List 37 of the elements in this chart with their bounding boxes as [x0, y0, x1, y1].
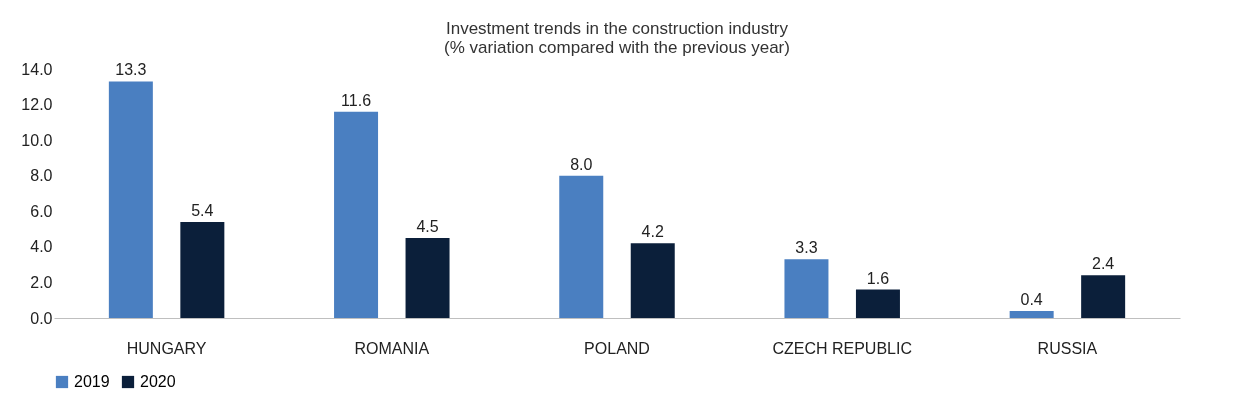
data-label: 3.3 — [795, 239, 818, 257]
data-label: 4.2 — [641, 223, 664, 241]
y-tick-label: 0.0 — [30, 309, 53, 327]
y-tick-label: 12.0 — [21, 96, 53, 114]
data-label: 0.4 — [1020, 290, 1043, 308]
x-tick-label: HUNGARY — [126, 339, 207, 357]
data-label: 2.4 — [1092, 255, 1115, 273]
bar — [1081, 275, 1126, 318]
y-tick-label: 4.0 — [30, 238, 53, 256]
bar — [630, 243, 675, 318]
bar — [784, 259, 829, 318]
x-tick-label: RUSSIA — [1037, 339, 1098, 357]
text: Investment trends in the construction industry — [445, 19, 789, 38]
data-label: 13.3 — [115, 61, 147, 79]
data-label: 11.6 — [341, 91, 372, 109]
bar — [334, 111, 379, 318]
x-tick-label: ROMANIA — [354, 339, 430, 357]
bar — [1009, 310, 1054, 318]
y-tick-label: 14.0 — [21, 60, 53, 78]
y-tick-label: 6.0 — [30, 202, 53, 220]
y-tick-label: 10.0 — [21, 131, 53, 149]
bar — [855, 289, 900, 318]
bar — [559, 175, 604, 318]
data-label: 5.4 — [191, 201, 214, 219]
legend-label: 2020 — [140, 373, 176, 390]
y-tick-label: 8.0 — [30, 167, 53, 185]
y-tick-label: 2.0 — [30, 273, 53, 291]
data-label: 4.5 — [416, 217, 439, 235]
bar — [180, 221, 225, 318]
bar — [108, 81, 153, 318]
x-tick-label: POLAND — [584, 339, 650, 357]
bar — [405, 237, 450, 318]
data-label: 1.6 — [866, 269, 890, 287]
text: (% variation compared with the previous year) — [444, 38, 790, 57]
legend-label: 2019 — [74, 373, 110, 390]
x-tick-label: CZECH REPUBLIC — [772, 339, 912, 357]
data-label: 8.0 — [570, 155, 593, 173]
